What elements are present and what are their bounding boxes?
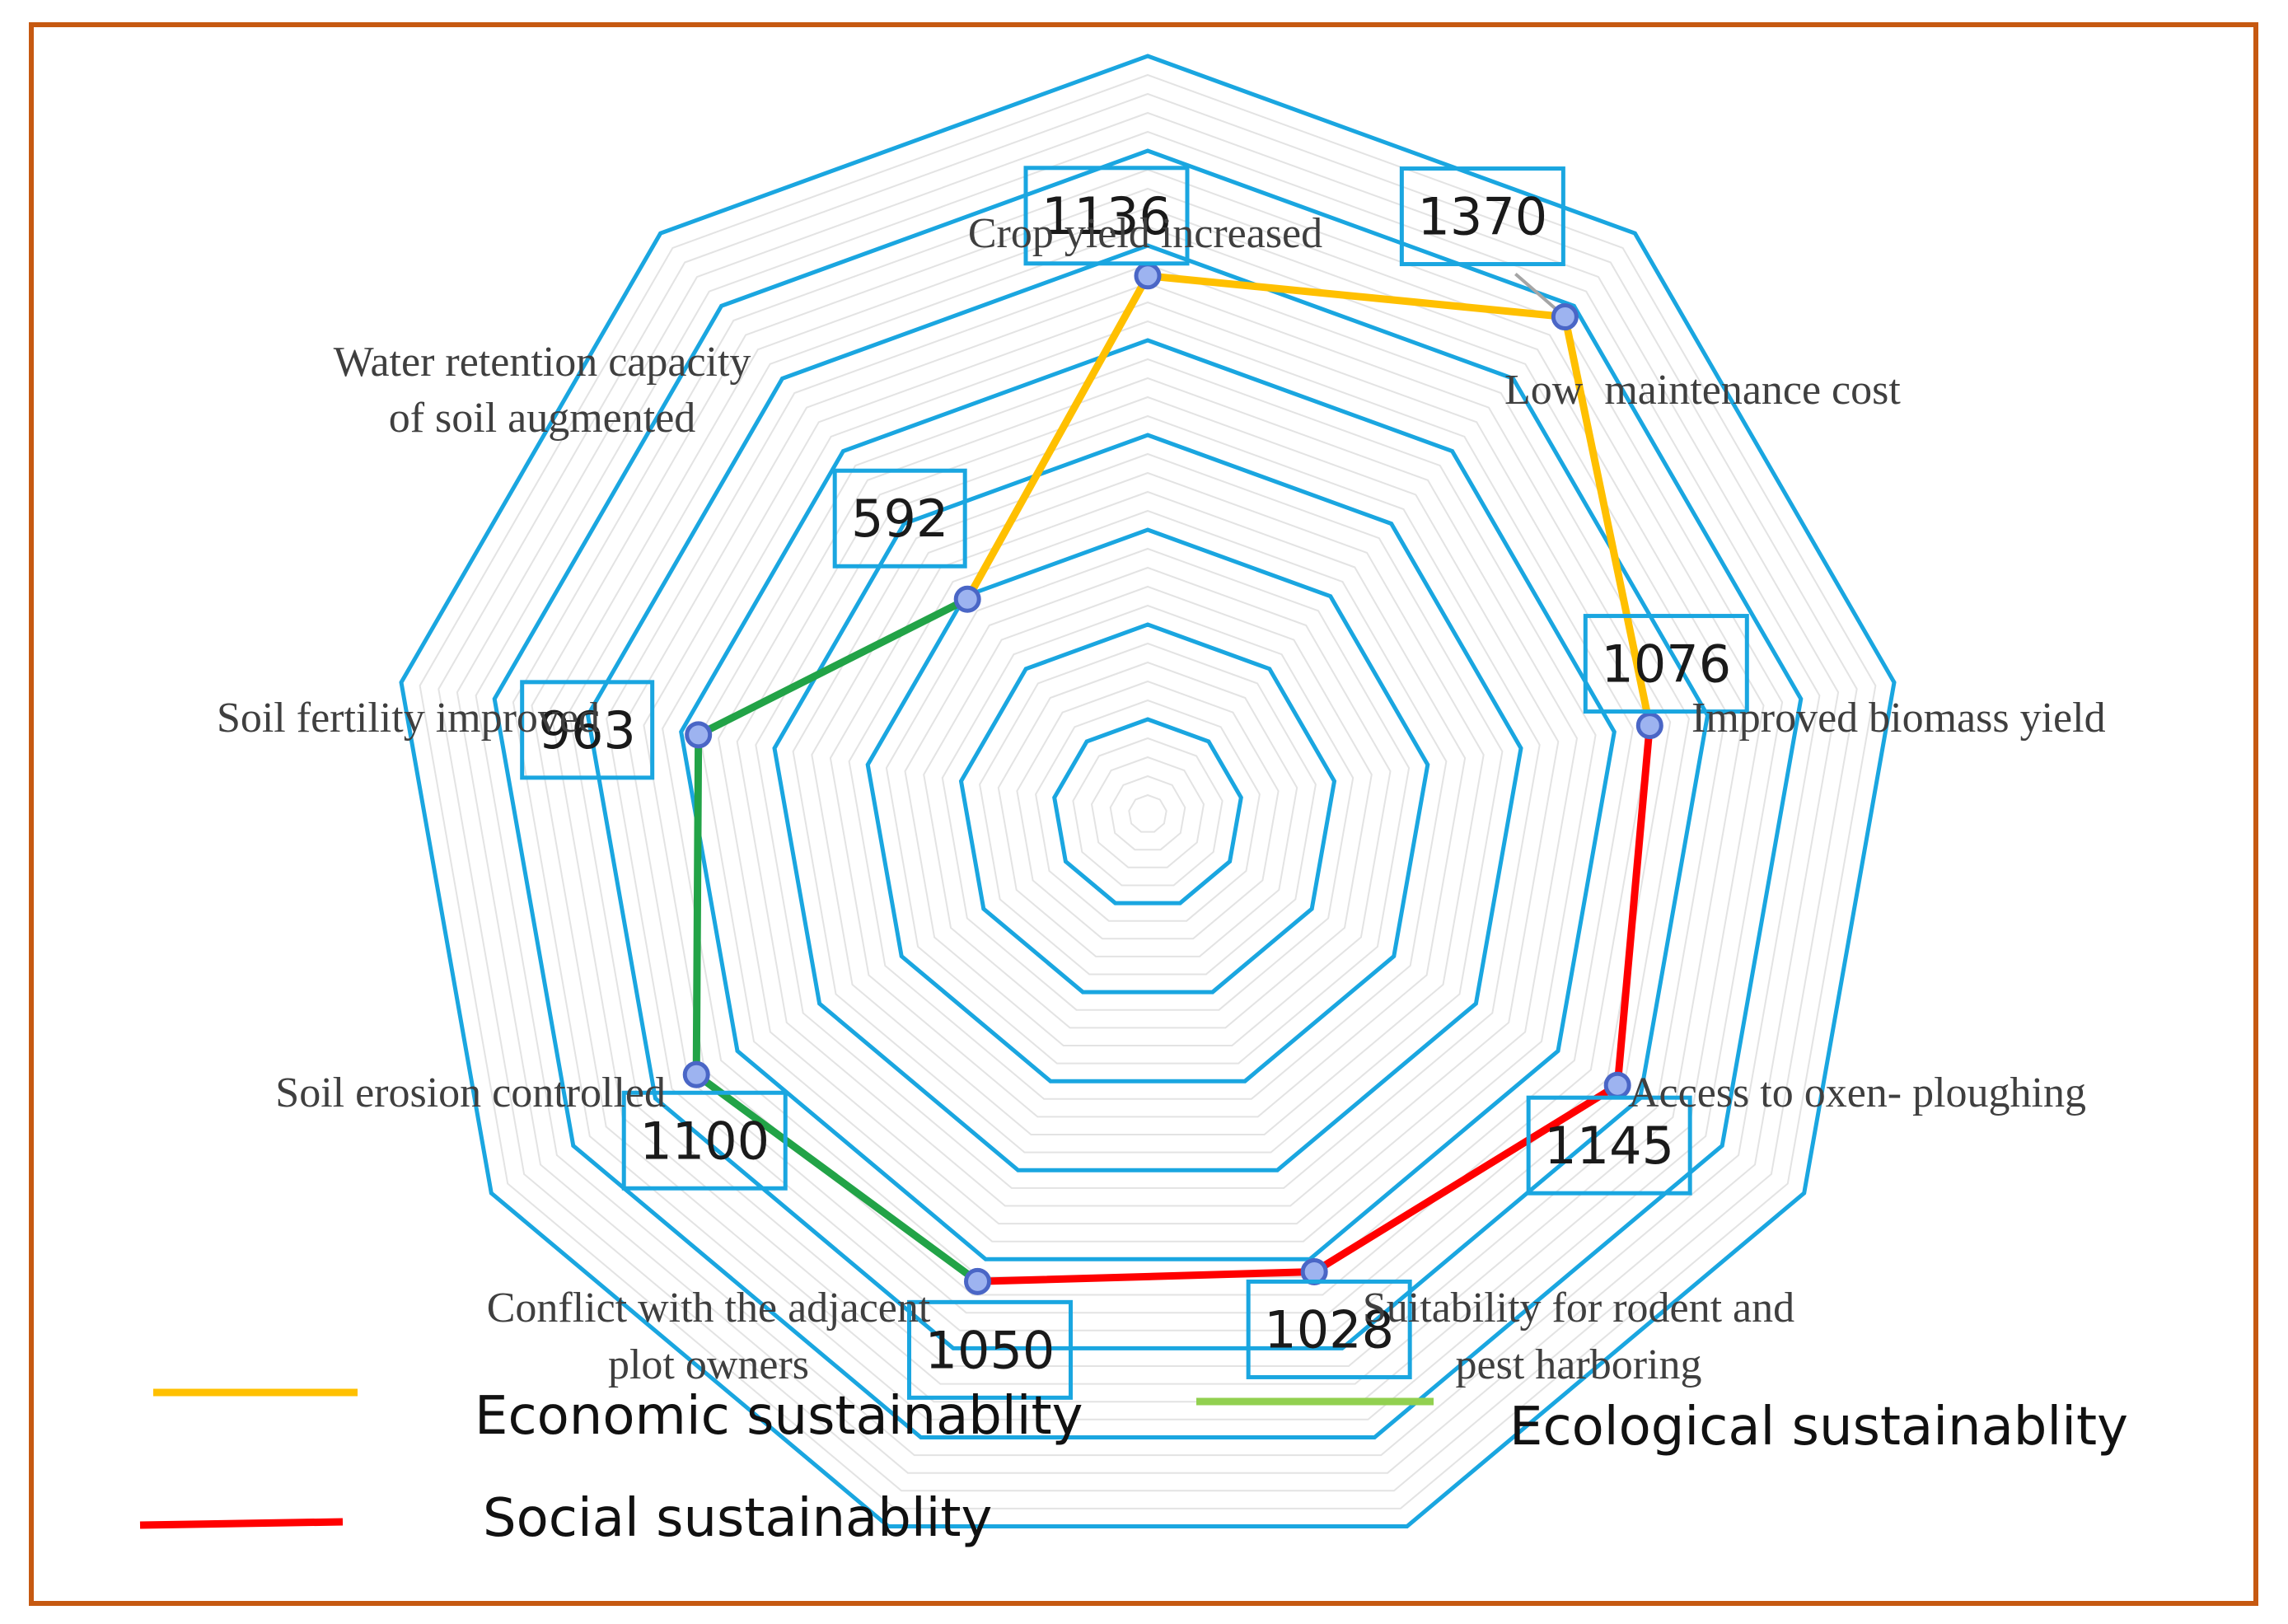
minor-gridlines [419, 73, 1877, 1509]
value-label: 1145 [1544, 1116, 1674, 1176]
data-point-marker [682, 1060, 710, 1088]
minor-grid-ring [923, 585, 1373, 1029]
major-grid-ring [772, 433, 1523, 1172]
axis-label-crop-yield: Crop yield increased [968, 210, 1322, 257]
minor-grid-ring [550, 206, 1746, 1385]
legend-label-social: Social sustainablity [483, 1488, 992, 1549]
axis-label-water-line2: of soil augmented [389, 395, 696, 442]
minor-grid-ring [1016, 680, 1280, 940]
minor-grid-ring [848, 509, 1448, 1100]
axis-label-rodent-line2: pest harboring [1456, 1341, 1702, 1388]
data-point-marker [685, 721, 713, 749]
legend-swatch-social [139, 1518, 344, 1529]
minor-grid-ring [699, 358, 1597, 1243]
data-point-marker [1635, 712, 1663, 740]
series-line-economic [964, 272, 1654, 727]
minor-grid-ring [904, 566, 1392, 1046]
value-box [907, 1299, 1074, 1400]
minor-grid-ring [531, 187, 1765, 1403]
minor-grid-ring [624, 282, 1672, 1314]
axis-label-conflict-line2: plot owners [608, 1341, 809, 1388]
legend-label-economic: Economic sustainablity [475, 1386, 1083, 1447]
minor-grid-ring [885, 547, 1411, 1065]
value-label: 1370 [1417, 187, 1547, 247]
data-point-marker [1551, 303, 1579, 331]
minor-grid-ring [941, 604, 1355, 1011]
minor-grid-ring [1072, 737, 1224, 887]
minor-grid-ring [997, 661, 1298, 957]
axis-label-water-line1: Water retention capacity [334, 339, 751, 386]
data-point-marker [1134, 262, 1162, 290]
minor-grid-ring [811, 471, 1485, 1135]
minor-grid-ring [979, 642, 1317, 976]
value-label: 592 [851, 489, 948, 549]
axis-label-conflict-line1: Conflict with the adjacent [487, 1285, 931, 1331]
minor-grid-ring [456, 111, 1840, 1474]
major-grid-ring [958, 622, 1337, 995]
axis-label-fertility: Soil fertility improved [217, 695, 600, 742]
value-box [1526, 1095, 1692, 1196]
minor-grid-ring [568, 225, 1728, 1367]
axis-label-rodent-line1: Suitability for rodent and [1363, 1285, 1794, 1331]
minor-grid-ring [792, 452, 1504, 1154]
minor-grid-ring [419, 73, 1877, 1509]
value-label: 1136 [1041, 186, 1172, 246]
minor-grid-ring [606, 263, 1690, 1331]
value-label: 1050 [925, 1320, 1055, 1380]
data-point-marker [953, 585, 981, 613]
value-box [1399, 166, 1565, 267]
major-grid-ring [1052, 717, 1243, 906]
axis-label-biomass: Improved biomass yield [1691, 695, 2106, 742]
minor-grid-ring [512, 168, 1784, 1420]
data-point-marker [964, 1267, 992, 1295]
minor-grid-ring [736, 395, 1560, 1207]
major-gridlines [399, 54, 1897, 1528]
minor-grid-ring [717, 377, 1579, 1225]
series-lines [692, 272, 1654, 1285]
value-boxes: 1136 1370 1076 1145 1028 1050 1100 963 592 [520, 166, 1749, 1400]
major-grid-ring [679, 338, 1617, 1261]
value-box [832, 468, 967, 569]
minor-grid-ring [755, 414, 1541, 1189]
value-label: 1028 [1264, 1299, 1394, 1360]
value-label: 1100 [639, 1111, 770, 1171]
value-box [520, 680, 655, 780]
axis-label-erosion: Soil erosion controlled [275, 1069, 666, 1116]
value-box [1583, 614, 1749, 714]
minor-grid-ring [1128, 793, 1167, 833]
major-grid-ring [492, 148, 1804, 1439]
value-box [1023, 166, 1190, 266]
minor-grid-ring [643, 301, 1653, 1296]
series-line-ecological [692, 596, 980, 1285]
major-grid-ring [399, 54, 1897, 1528]
value-box [621, 1090, 788, 1191]
series-line-social [977, 725, 1654, 1285]
minor-grid-ring [475, 130, 1821, 1457]
minor-grid-ring [829, 490, 1467, 1118]
value-label: 963 [539, 700, 636, 761]
data-point-marker [1603, 1071, 1631, 1099]
minor-grid-ring [1109, 775, 1186, 851]
major-grid-ring [865, 527, 1430, 1083]
axis-label-low-maintenance: Low maintenance cost [1504, 367, 1901, 414]
minor-grid-ring [1035, 699, 1261, 922]
minor-grid-ring [1090, 756, 1205, 868]
legend-label-ecological: Ecological sustainablity [1509, 1397, 2128, 1458]
legend: Economic sustainablity Ecological sustai… [139, 1386, 2128, 1549]
value-label: 1076 [1601, 634, 1731, 695]
axis-label-oxen-ploughing: Access to oxen- ploughing [1628, 1069, 2086, 1116]
minor-grid-ring [437, 92, 1858, 1492]
value-box [1246, 1279, 1412, 1379]
axis-labels: Crop yield increased Low maintenance cos… [217, 210, 2106, 1388]
